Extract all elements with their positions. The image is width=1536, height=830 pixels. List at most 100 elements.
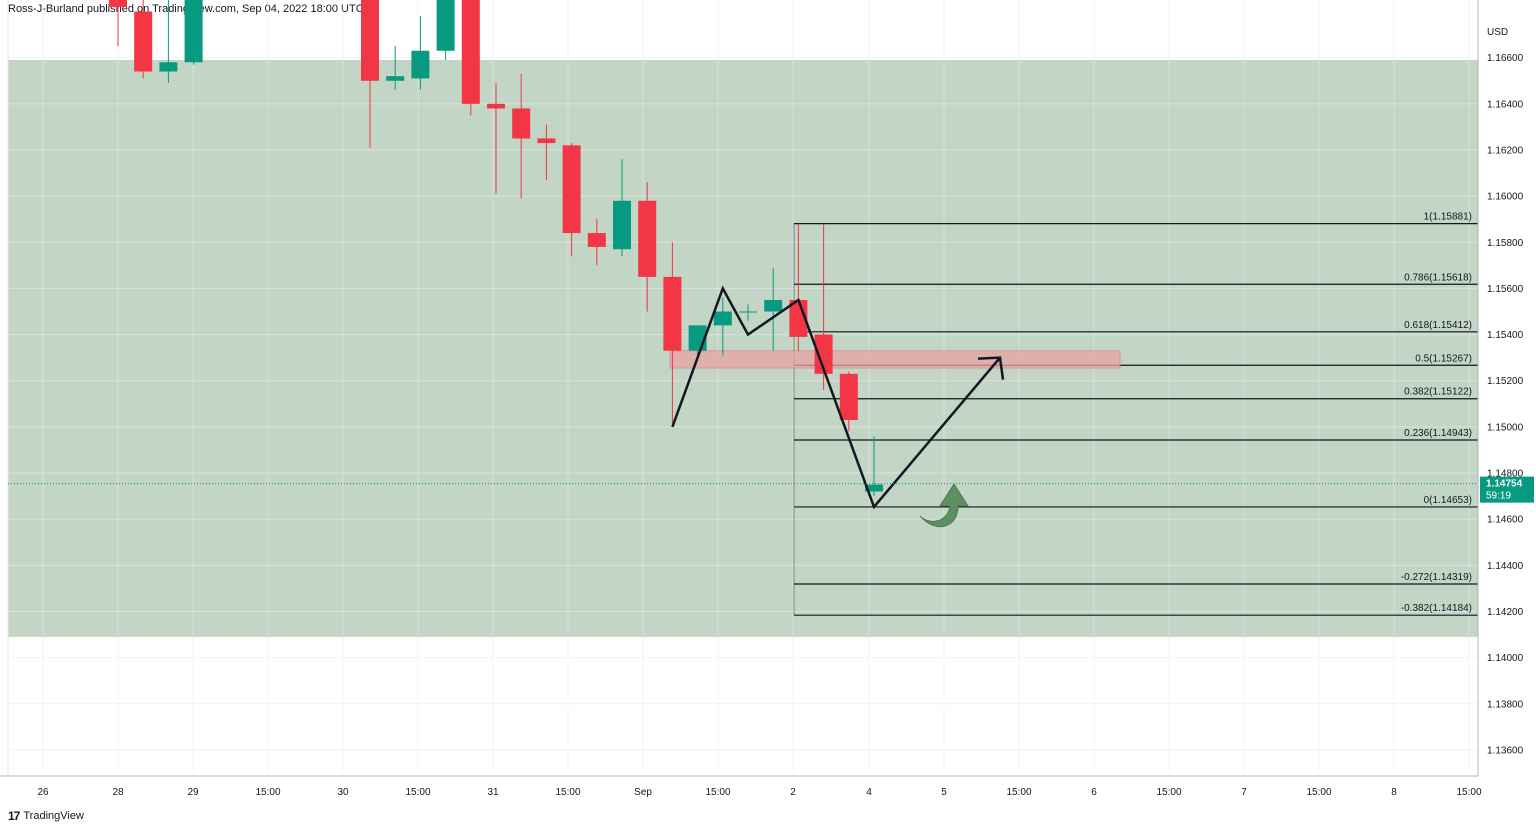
time-tick-label: 15:00	[1306, 787, 1331, 798]
price-tick-label: 1.13600	[1487, 745, 1524, 756]
fib-level-label: 0(1.14653)	[1424, 495, 1472, 506]
candle	[814, 223, 833, 390]
candle-body	[739, 311, 757, 313]
candle	[713, 297, 732, 356]
candle	[839, 371, 858, 432]
candle	[613, 159, 631, 257]
candle	[109, 0, 127, 47]
candle-body	[663, 276, 682, 351]
support-zone-rect	[8, 59, 1478, 637]
price-tick-label: 1.16400	[1487, 99, 1524, 110]
price-tick-label: 1.14400	[1487, 561, 1524, 572]
candle	[386, 46, 405, 90]
time-tick-label: 15:00	[705, 787, 730, 798]
candle-body	[814, 334, 833, 374]
last-price-value: 1.14754	[1486, 479, 1523, 490]
price-tick-label: 1.15400	[1487, 330, 1524, 341]
time-tick-label: 28	[112, 787, 124, 798]
candle	[562, 143, 581, 257]
candle-body	[562, 145, 581, 234]
time-tick-label: 5	[941, 787, 947, 798]
candle-body	[361, 0, 379, 81]
candle-body	[713, 311, 732, 326]
candle-body	[436, 0, 455, 51]
price-tick-label: 1.14000	[1487, 653, 1524, 664]
candle-body	[613, 200, 631, 250]
pattern-path-line	[671, 285, 1001, 510]
price-tick-label: 1.14800	[1487, 469, 1524, 480]
candle	[461, 0, 480, 116]
candle	[184, 0, 203, 65]
fib-level-label: 0.382(1.15122)	[1404, 387, 1472, 398]
candle-body	[587, 233, 606, 247]
price-tick-label: 1.14200	[1487, 607, 1524, 618]
candle-body	[764, 299, 783, 312]
price-tick-label: 1.15000	[1487, 422, 1524, 433]
fib-level-label: 0.618(1.15412)	[1404, 320, 1472, 331]
tradingview-logo-icon: 17	[8, 809, 20, 823]
fib-level-label: 0.5(1.15267)	[1415, 353, 1472, 364]
candle	[764, 267, 783, 351]
currency-label: USD	[1487, 27, 1508, 38]
pattern-drawing-layer	[671, 285, 1005, 510]
candle	[865, 436, 883, 497]
price-tick-label: 1.16600	[1487, 53, 1524, 64]
last-price-tag	[1480, 476, 1534, 503]
price-tick-label: 1.15200	[1487, 376, 1524, 387]
candle-body	[839, 373, 858, 420]
candle-body	[109, 0, 127, 7]
price-tick-label: 1.16200	[1487, 145, 1524, 156]
candle	[134, 0, 153, 79]
countdown-value: 59:19	[1486, 491, 1511, 502]
time-tick-label: 15:00	[405, 787, 430, 798]
fib-level-label: 0.786(1.15618)	[1404, 272, 1472, 283]
time-tick-label: 26	[37, 787, 49, 798]
price-tick-label: 1.15800	[1487, 238, 1524, 249]
time-tick-label: 8	[1391, 787, 1397, 798]
curved-up-arrow-icon	[919, 483, 969, 527]
candle	[487, 83, 505, 194]
candle-body	[537, 138, 556, 144]
candle	[537, 124, 556, 180]
candle	[361, 0, 379, 148]
time-tick-label: 15:00	[555, 787, 580, 798]
shaded-zone-layer	[8, 59, 1478, 637]
pattern-arrow-head	[977, 356, 1005, 380]
candle-body	[638, 200, 657, 277]
tradingview-branding[interactable]: 17 TradingView	[8, 809, 84, 823]
candle-body	[865, 484, 883, 492]
time-tick-label: Sep	[634, 787, 652, 798]
candle	[739, 304, 757, 321]
time-tick-label: 4	[866, 787, 872, 798]
time-tick-label: 15:00	[1006, 787, 1031, 798]
time-tick-label: 6	[1091, 787, 1097, 798]
price-tick-label: 1.14600	[1487, 515, 1524, 526]
time-tick-label: 30	[337, 787, 349, 798]
time-tick-label: 15:00	[1156, 787, 1181, 798]
price-tick-label: 1.13800	[1487, 699, 1524, 710]
time-tick-label: 15:00	[1456, 787, 1481, 798]
candle	[159, 0, 178, 84]
time-tick-label: 7	[1241, 787, 1247, 798]
candle-body	[134, 11, 153, 72]
candle-body	[159, 62, 178, 72]
time-axis-bg	[0, 776, 1480, 796]
candle	[663, 242, 682, 427]
price-tick-label: 1.15600	[1487, 284, 1524, 295]
candle-body	[487, 103, 505, 109]
fib-level-label: -0.272(1.14319)	[1401, 572, 1472, 583]
time-tick-label: 31	[487, 787, 499, 798]
candle-body	[386, 76, 405, 81]
time-tick-label: 29	[187, 787, 199, 798]
candle	[436, 0, 455, 60]
price-tick-label: 1.16000	[1487, 192, 1524, 203]
green-curved-arrow-layer	[919, 483, 969, 527]
candles-layer	[109, 0, 883, 497]
candle-body	[461, 0, 480, 104]
candle	[587, 219, 606, 266]
resistance-band-layer	[669, 350, 1121, 369]
candle-body	[184, 0, 203, 63]
fibonacci-retracement: 1(1.15881) 0.786(1.15618) 0.618(1.15412) 0.…	[793, 212, 1478, 616]
